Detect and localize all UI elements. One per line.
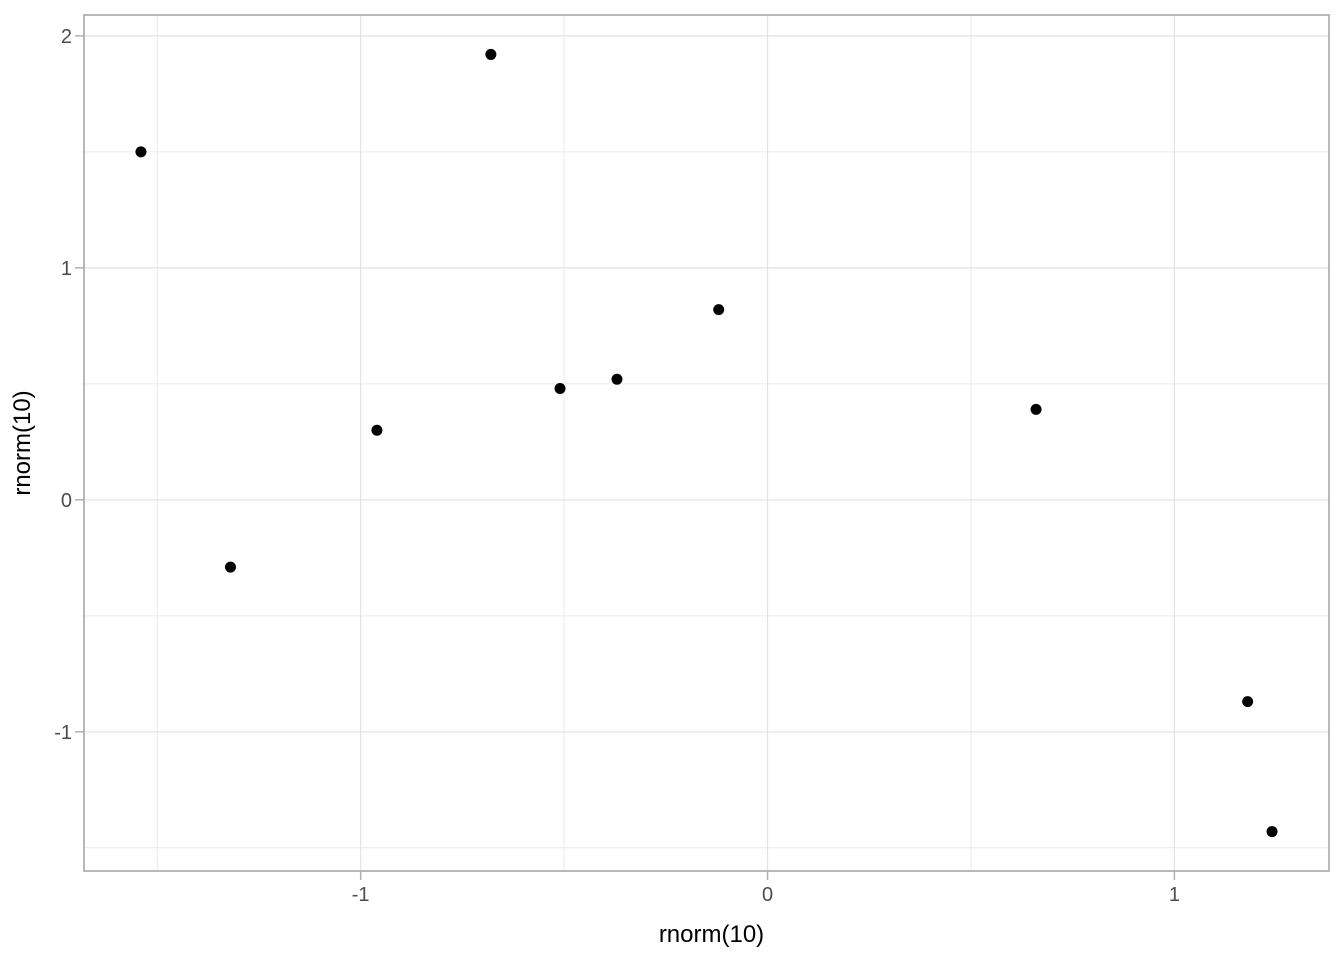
data-points-layer (135, 48, 1278, 838)
y-axis-tick-label: 1 (61, 258, 72, 280)
data-point (135, 146, 147, 158)
axis-tick-marks (75, 35, 1176, 880)
y-axis-title: rnorm(10) (9, 390, 36, 495)
data-point (1030, 403, 1042, 415)
x-axis-tick-labels: -1 0 1 (352, 884, 1180, 906)
data-point (224, 561, 236, 573)
y-axis-tick-label: 2 (61, 26, 72, 48)
y-axis-tick-label: -1 (54, 722, 72, 744)
data-point (1266, 826, 1278, 838)
x-axis-title: rnorm(10) (659, 921, 764, 948)
data-point (713, 304, 725, 316)
data-point (554, 382, 566, 394)
grid-minor-lines (84, 15, 1329, 871)
panel-border (83, 14, 1330, 872)
x-axis-tick-label: 0 (762, 884, 773, 906)
panel-background (84, 15, 1329, 871)
grid-major-lines (84, 15, 1329, 871)
y-axis-tick-labels: -1 0 1 2 (54, 26, 72, 744)
data-point (611, 373, 623, 385)
x-axis-tick-label: -1 (352, 884, 370, 906)
data-point (371, 424, 383, 436)
data-point (1242, 696, 1254, 708)
x-axis-tick-label: 1 (1169, 884, 1180, 906)
data-point (485, 48, 497, 60)
y-axis-tick-label: 0 (61, 490, 72, 512)
